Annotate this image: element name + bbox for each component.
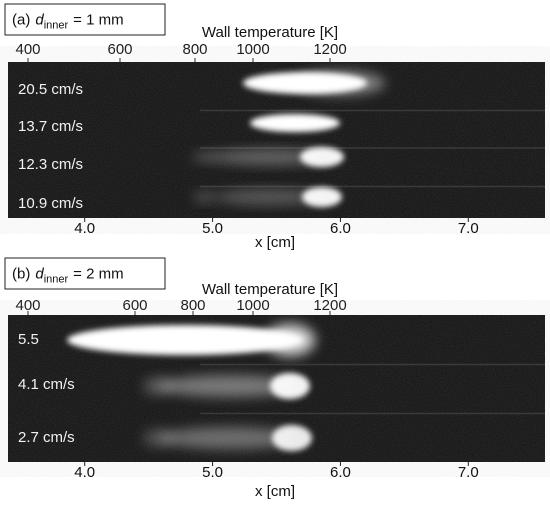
row-label: 2.7 cm/s [18,429,75,446]
top-axis-title: Wall temperature [K] [202,24,338,41]
row-label: 4.1 cm/s [18,376,75,393]
label-rest: = 1 mm [73,11,123,28]
bottom-tick-label: 4.0 [74,464,95,481]
bottom-tick-label: 6.0 [330,464,351,481]
bottom-tick-label: 5.0 [202,220,223,237]
label-symbol: d [35,265,44,282]
flame-glow [295,71,385,95]
label-prefix: (b) [12,265,30,282]
label-rest: = 2 mm [73,265,123,282]
panel: (b) dinner = 2 mm Wall temperature [K] 400 60… [4,257,545,500]
top-tick-label: 1200 [313,41,346,58]
flame-glow [160,375,300,397]
label-subscript: inner [44,273,69,285]
label-subscript: inner [44,19,69,31]
flame-glow [193,191,217,203]
bottom-tick-label: 7.0 [458,464,479,481]
top-tick-label: 600 [122,297,147,314]
bottom-tick-label: 6.0 [330,220,351,237]
flame-glow [160,427,300,449]
top-tick-label: 400 [15,41,40,58]
row-label: 5.5 [18,331,39,348]
x-axis-label: x [cm] [255,234,295,251]
top-tick-label: 1200 [313,297,346,314]
panel-label: (b) dinner = 2 mm [12,265,124,285]
row-label: 20.5 cm/s [18,81,83,98]
top-tick-label: 400 [15,297,40,314]
bottom-tick-label: 5.0 [202,464,223,481]
flame-glow [193,151,217,163]
row-label: 10.9 cm/s [18,195,83,212]
flame-glow [250,114,340,132]
bottom-tick-label: 7.0 [458,220,479,237]
top-tick-label: 1000 [236,297,269,314]
row-label: 12.3 cm/s [18,156,83,173]
x-axis-label: x [cm] [255,483,295,500]
flame-glow [215,189,325,205]
bottom-tick-label: 4.0 [74,220,95,237]
label-prefix: (a) [12,11,30,28]
flame-glow [67,325,303,355]
row-label: 13.7 cm/s [18,118,83,135]
panel-label-box [4,257,166,290]
top-tick-label: 800 [182,41,207,58]
flame-glow [210,149,330,165]
panel-label-box [4,3,166,36]
flame-glow [143,429,173,447]
top-tick-label: 800 [180,297,205,314]
panel-label: (a) dinner = 1 mm [12,11,124,31]
panel: (a) dinner = 1 mm Wall temperature [K] 400 60… [4,3,545,251]
label-symbol: d [35,11,44,28]
flame-glow [265,324,315,356]
flame-glow [143,377,173,395]
top-tick-label: 600 [107,41,132,58]
top-tick-label: 1000 [236,41,269,58]
top-axis-title: Wall temperature [K] [202,281,338,298]
